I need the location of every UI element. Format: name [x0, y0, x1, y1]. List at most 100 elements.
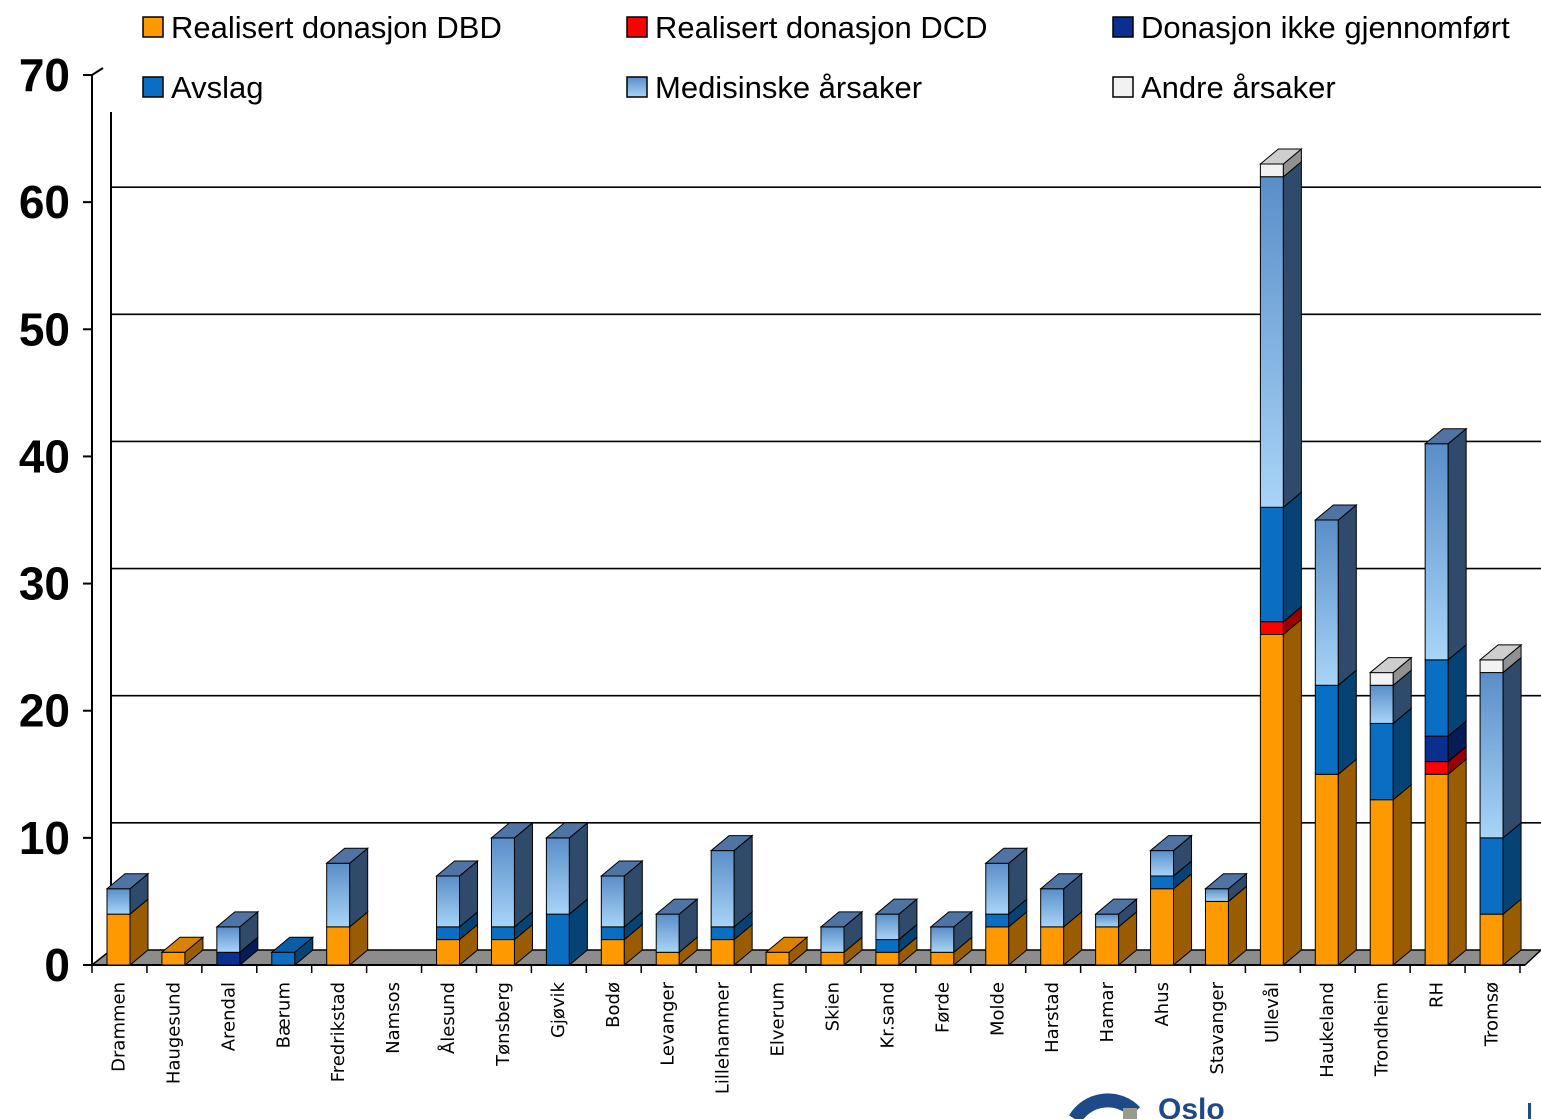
bar-segment — [271, 951, 296, 966]
y-tick-label: 70 — [19, 49, 70, 101]
x-tick-label: Kr.sand — [877, 982, 898, 1049]
x-tick-label: Haugesund — [163, 982, 184, 1084]
bar-top — [1259, 148, 1303, 165]
bar-top — [709, 835, 754, 852]
bar-segment — [545, 913, 570, 966]
bar-segment-side — [1447, 643, 1467, 738]
bar-segment — [655, 951, 680, 966]
x-tick-label: Hamar — [1097, 981, 1118, 1042]
legend-entry: Andre årsaker — [1112, 70, 1336, 105]
bar-segment — [436, 939, 461, 966]
bar-segment — [1479, 672, 1504, 839]
legend-swatch — [626, 76, 648, 98]
bar-segment — [1040, 926, 1065, 966]
bar-stack-7 — [490, 821, 534, 967]
bar-segment-side — [1282, 618, 1302, 967]
bar-segment — [216, 951, 241, 966]
bar-stack-21 — [1259, 147, 1303, 967]
bar-stack-12 — [764, 936, 809, 967]
bar-segment — [600, 939, 625, 966]
bar-segment — [1369, 672, 1394, 686]
bar-segment — [326, 926, 351, 966]
bar-segment — [985, 913, 1010, 928]
bar-segment — [930, 926, 955, 953]
bar-stack-15 — [929, 910, 974, 967]
legend-label: Realisert donasjon DBD — [171, 10, 502, 45]
bar-stack-11 — [709, 834, 754, 967]
bar-segment — [490, 926, 515, 941]
bar-segment — [710, 926, 735, 941]
bar-segment — [1479, 837, 1504, 915]
logo-square-icon — [1123, 1108, 1137, 1119]
bar-segment — [820, 951, 845, 966]
bar-top — [545, 822, 589, 839]
y-tick-label: 50 — [19, 303, 70, 355]
bar-segment — [710, 850, 735, 928]
x-tick-labels: Drammen Haugesund Arendal Bærum Fredrikstad N… — [109, 981, 1503, 1094]
legend-label: Avslag — [171, 70, 264, 105]
x-tick-label: Stavanger — [1207, 981, 1228, 1074]
bar-top — [1204, 873, 1248, 890]
bar-top — [984, 847, 1029, 864]
x-tick-label: Førde — [932, 982, 953, 1033]
bar-top — [160, 936, 205, 953]
x-tick-label: Haukeland — [1317, 982, 1338, 1078]
bar-top — [819, 911, 864, 928]
bar-segment — [106, 888, 131, 915]
bar-stack-24 — [1423, 427, 1468, 967]
bar-segment-side — [1447, 758, 1467, 967]
bar-segment — [710, 939, 735, 966]
bar-segment — [1369, 722, 1394, 801]
bar-segment — [1150, 850, 1175, 877]
bar-stack-8 — [545, 821, 589, 967]
x-tick-label: Tromsø — [1482, 982, 1503, 1047]
x-tick-label: Drammen — [109, 982, 130, 1072]
x-tick-label: Ullevål — [1262, 982, 1283, 1043]
bar-segment — [1314, 519, 1339, 686]
bar-top — [1149, 835, 1193, 852]
bar-segment — [1479, 659, 1504, 674]
bar-stack-17 — [1039, 872, 1084, 967]
bar-top — [1423, 428, 1468, 445]
x-tick-label: Trondheim — [1372, 982, 1393, 1077]
legend-swatch — [1112, 76, 1134, 98]
legend-label: Medisinske årsaker — [655, 70, 922, 105]
bar-stack-22 — [1313, 503, 1358, 967]
x-tick-label: Bodø — [603, 982, 624, 1028]
bar-top — [1368, 657, 1413, 674]
bar-stack-1 — [160, 936, 205, 967]
bar-segment — [600, 875, 625, 928]
bar-segment — [655, 913, 680, 953]
logo-arc-icon — [1068, 1093, 1141, 1119]
y-tick-label: 60 — [19, 176, 70, 228]
bar-segment — [1369, 684, 1394, 724]
x-tick-label: Gjøvik — [548, 981, 569, 1038]
bar-segment — [1259, 621, 1284, 635]
legend-label: Realisert donasjon DCD — [655, 10, 988, 45]
bar-segment — [490, 837, 515, 928]
x-tick-label: Arendal — [218, 982, 239, 1051]
bar-segment — [930, 951, 955, 966]
x-tick-label: Tønsberg — [493, 982, 514, 1067]
bar-stack-19 — [1149, 834, 1193, 967]
bar-segment — [1095, 913, 1120, 928]
y-tick-label: 0 — [44, 939, 70, 991]
x-tick-label: Ålesund — [437, 982, 459, 1054]
bar-top — [435, 860, 479, 877]
bar-stack-20 — [1204, 872, 1248, 967]
bar-top — [874, 898, 919, 915]
legend-swatch — [626, 16, 648, 38]
bar-segment — [1259, 176, 1284, 508]
x-tick-label: Molde — [987, 982, 1008, 1036]
bar-stack-25 — [1478, 643, 1523, 967]
bar-top — [270, 936, 315, 953]
bar-segment — [1204, 900, 1229, 966]
bar-segment — [1369, 799, 1394, 966]
x-tick-label: Lillehammer — [713, 981, 734, 1094]
bar-segment — [985, 862, 1010, 915]
bar-segment — [1259, 506, 1284, 623]
bar-segment — [1095, 926, 1120, 966]
bar-segment — [1424, 735, 1449, 763]
bar-segment-side — [1173, 872, 1193, 967]
